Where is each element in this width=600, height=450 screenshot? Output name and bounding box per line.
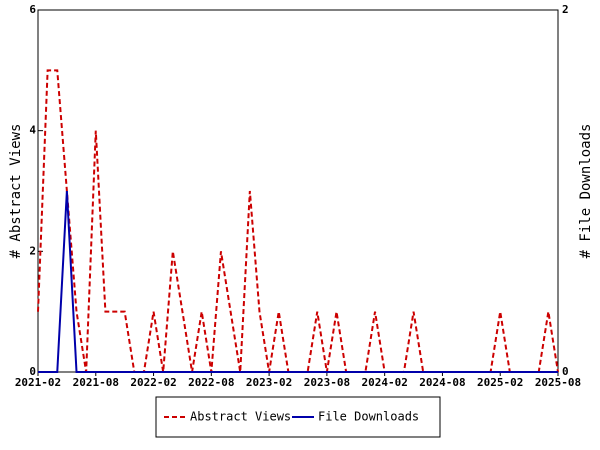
y2-axis-label: # File Downloads <box>578 124 594 259</box>
series-line <box>37 69 559 373</box>
x-tick-label: 2022-02 <box>130 376 176 389</box>
y-tick-label: 6 <box>29 3 36 16</box>
legend-label: Abstract Views <box>190 410 291 424</box>
x-tick-label: 2025-02 <box>477 376 523 389</box>
plot-frame <box>37 9 559 373</box>
x-tick-label: 2022-08 <box>188 376 234 389</box>
y2-tick-label: 2 <box>562 3 569 16</box>
x-tick-label: 2024-08 <box>419 376 465 389</box>
x-tick-label: 2021-08 <box>73 376 119 389</box>
x-tick-label: 2025-08 <box>535 376 581 389</box>
y-axis-label: # Abstract Views <box>8 124 24 259</box>
x-tick-label: 2023-08 <box>304 376 350 389</box>
x-tick-label: 2021-02 <box>15 376 61 389</box>
legend-label: File Downloads <box>318 410 419 424</box>
y-tick-label: 2 <box>29 244 36 257</box>
x-tick-label: 2023-02 <box>246 376 292 389</box>
y2-tick-label: 0 <box>562 365 569 378</box>
series-line <box>38 190 558 373</box>
y-tick-label: 0 <box>29 365 36 378</box>
y-tick-label: 4 <box>29 124 36 137</box>
x-tick-label: 2024-02 <box>361 376 407 389</box>
